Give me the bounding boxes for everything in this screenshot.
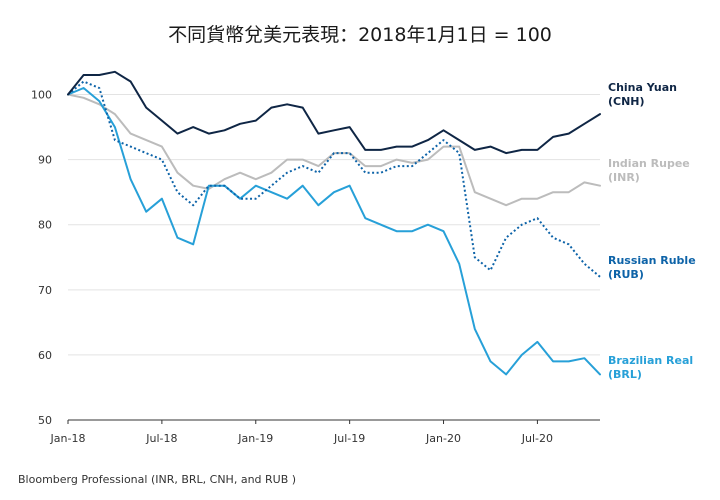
legend: China Yuan (CNH) Indian Rupee (INR) Russian … [608, 81, 696, 381]
x-axis: Jan-18 Jul-18 Jan-19 Jul-19 Jan-20 Jul-20 [50, 420, 553, 445]
y-axis: 50 60 70 80 90 100 [31, 89, 52, 427]
series-line-brazilian-real [67, 87, 601, 376]
y-tick-label: 80 [38, 219, 52, 232]
grid [68, 94, 600, 421]
y-tick-label: 100 [31, 89, 52, 102]
y-tick-label: 60 [38, 349, 52, 362]
x-tick-label: Jul-18 [145, 432, 177, 445]
legend-label: Russian Ruble (RUB) [608, 254, 696, 281]
y-tick-label: 70 [38, 284, 52, 297]
y-tick-label: 50 [38, 414, 52, 427]
legend-label: Indian Rupee (INR) [608, 157, 690, 184]
legend-label: Brazilian Real (BRL) [608, 354, 693, 381]
source-note: Bloomberg Professional (INR, BRL, CNH, a… [18, 473, 296, 486]
x-tick-label: Jan-19 [237, 432, 273, 445]
x-tick-label: Jan-20 [425, 432, 461, 445]
legend-label: China Yuan (CNH) [608, 81, 677, 108]
chart-title: 不同貨幣兌美元表現：2018年1月1日 = 100 [168, 24, 552, 46]
x-tick-label: Jul-20 [521, 432, 553, 445]
series-line-russian-ruble [67, 80, 601, 278]
series-line-china-yuan [67, 70, 601, 155]
x-tick-label: Jan-18 [50, 432, 86, 445]
x-tick-label: Jul-19 [333, 432, 365, 445]
series-lines [67, 70, 601, 376]
y-tick-label: 90 [38, 154, 52, 167]
